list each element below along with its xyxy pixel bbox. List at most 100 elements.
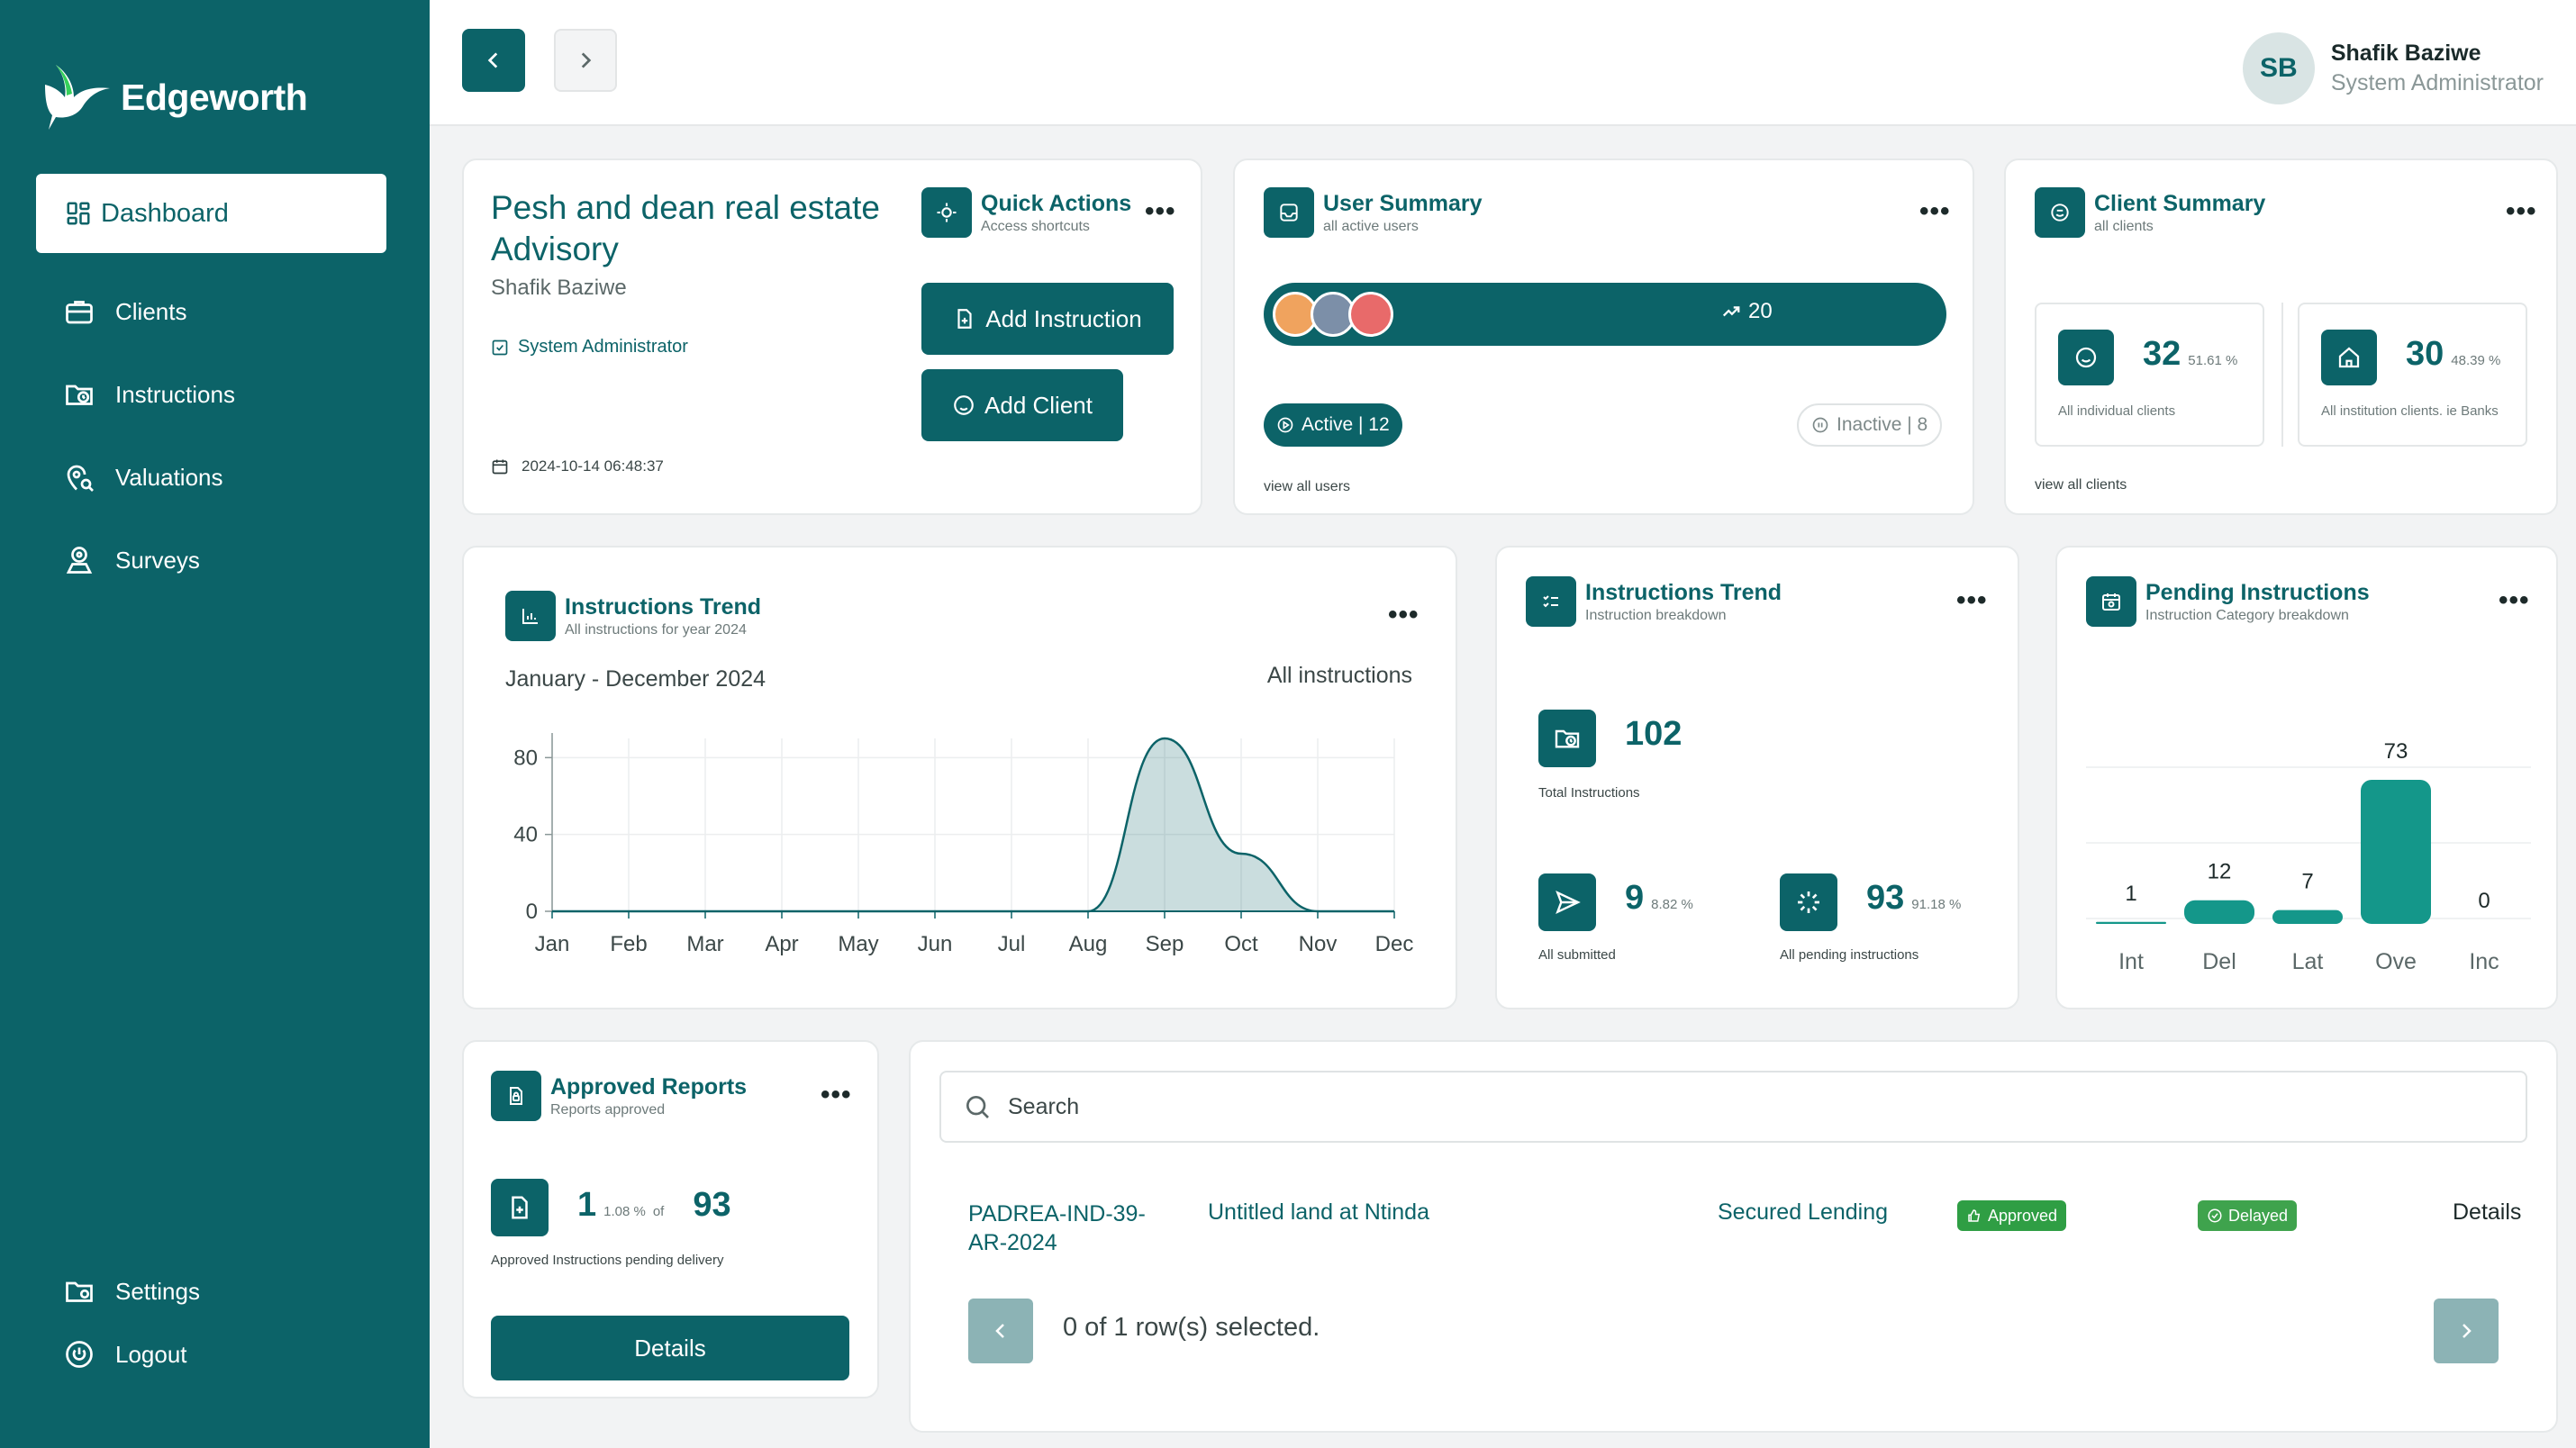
- approved-reports-title: Approved Reports: [550, 1073, 748, 1100]
- client-summary-more-icon[interactable]: •••: [2506, 196, 2537, 226]
- sidebar-item-settings[interactable]: Settings: [63, 1275, 200, 1308]
- x-tick-label: Feb: [610, 932, 647, 956]
- app-name: Edgeworth: [121, 76, 308, 118]
- bar: [2184, 900, 2254, 924]
- dashboard-icon: [67, 202, 90, 225]
- search-field[interactable]: Search: [939, 1071, 2527, 1143]
- category-label: Inc: [2469, 949, 2499, 974]
- user-summary-more-icon[interactable]: •••: [1919, 196, 1951, 226]
- file-plus-icon: [957, 309, 972, 329]
- institution-pct: 48.39 %: [2451, 353, 2501, 368]
- pending-label: All pending instructions: [1780, 947, 1919, 963]
- sidebar-item-logout[interactable]: Logout: [63, 1338, 187, 1371]
- status-label: Approved: [1988, 1206, 2058, 1225]
- back-button[interactable]: [462, 29, 525, 92]
- top-bar: SB Shafik Baziwe System Administrator: [430, 0, 2576, 126]
- add-instruction-button[interactable]: Add Instruction: [921, 283, 1174, 355]
- total-instructions-value: 102: [1625, 715, 1683, 753]
- x-tick-label: Nov: [1299, 932, 1338, 956]
- status-badge: Approved: [1957, 1200, 2067, 1231]
- individual-label: All individual clients: [2058, 403, 2176, 419]
- company-name: Pesh and dean real estate Advisory: [491, 189, 880, 267]
- sidebar: Edgeworth Dashboard Clients Instructions…: [0, 0, 430, 1448]
- row-details-link[interactable]: Details: [2453, 1199, 2522, 1225]
- sidebar-item-dashboard[interactable]: Dashboard: [36, 174, 386, 253]
- folder-settings-icon: [66, 1281, 93, 1302]
- instructions-trend-more-icon[interactable]: •••: [1388, 600, 1420, 629]
- x-tick-label: Apr: [765, 932, 798, 956]
- row-name: Untitled land at Ntinda: [1208, 1199, 1429, 1225]
- inactive-users-pill[interactable]: Inactive | 8: [1797, 403, 1943, 447]
- chevron-right-icon: [581, 52, 592, 68]
- x-tick-label: Mar: [686, 932, 723, 956]
- category-label: Ove: [2375, 949, 2417, 974]
- instructions-breakdown-more-icon[interactable]: •••: [1956, 585, 1988, 615]
- submitted-label: All submitted: [1538, 947, 1616, 963]
- pending-instructions-header: Pending Instructions Instruction Categor…: [2086, 576, 2370, 627]
- approved-stat: 1 1.08 % of 93: [577, 1186, 731, 1225]
- next-page-button[interactable]: [2434, 1299, 2499, 1363]
- view-all-users-link[interactable]: view all users: [1264, 479, 1351, 494]
- timestamp-row: 2024-10-14 06:48:37: [491, 457, 664, 475]
- user-plus-icon: [954, 395, 974, 415]
- institution-label: All institution clients. ie Banks: [2321, 403, 2499, 419]
- pending-instructions-more-icon[interactable]: •••: [2499, 585, 2530, 615]
- instructions-trend-chart: 0 40 80 Jan Feb Mar Apr May Jun Jul Aug Sep Oct Nov De…: [513, 733, 1414, 956]
- sidebar-item-surveys[interactable]: Surveys: [63, 544, 200, 576]
- folder-clock-icon: [66, 385, 93, 405]
- add-instruction-label: Add Instruction: [985, 304, 1142, 332]
- avatar: [1348, 292, 1393, 337]
- home-icon: [2321, 330, 2377, 385]
- chart-filter[interactable]: All instructions: [1266, 663, 1412, 688]
- instructions-table-card: [909, 1040, 2558, 1433]
- active-users-pill[interactable]: Active | 12: [1264, 403, 1402, 447]
- sidebar-item-label: Instructions: [115, 380, 235, 408]
- timing-badge: Delayed: [2198, 1200, 2298, 1231]
- institution-value: 30: [2406, 335, 2444, 373]
- quick-actions-header: Quick Actions Access shortcuts: [921, 187, 1131, 238]
- search-input[interactable]: Search: [1008, 1093, 1080, 1119]
- sidebar-item-label: Settings: [115, 1277, 200, 1305]
- sidebar-item-instructions[interactable]: Instructions: [63, 378, 235, 411]
- list-check-icon: [1526, 576, 1576, 627]
- pending-instructions-subtitle: Instruction Category breakdown: [2145, 607, 2349, 623]
- view-all-clients-link[interactable]: view all clients: [2035, 477, 2127, 493]
- add-client-button[interactable]: Add Client: [921, 369, 1123, 441]
- quick-actions-more-icon[interactable]: •••: [1145, 196, 1176, 226]
- bar-value-label: 73: [2384, 739, 2408, 764]
- play-circle-icon: [1277, 417, 1293, 433]
- avatar: SB: [2242, 32, 2315, 104]
- sidebar-item-valuations[interactable]: Valuations: [63, 461, 223, 493]
- sidebar-item-label: Logout: [115, 1340, 187, 1368]
- category-label: Lat: [2292, 949, 2324, 974]
- x-tick-label: Dec: [1375, 932, 1414, 956]
- active-users-label: Active | 12: [1302, 414, 1390, 435]
- client-summary-header: Client Summary all clients: [2035, 187, 2265, 238]
- prev-page-button[interactable]: [968, 1299, 1033, 1363]
- instructions-breakdown-header: Instructions Trend Instruction breakdown: [1526, 576, 1782, 627]
- pause-circle-icon: [1812, 417, 1828, 433]
- app-logo[interactable]: Edgeworth: [40, 59, 308, 135]
- approved-details-button[interactable]: Details: [491, 1316, 849, 1380]
- add-client-label: Add Client: [984, 391, 1093, 419]
- user-summary-header: User Summary all active users: [1264, 187, 1482, 238]
- approved-reports-more-icon[interactable]: •••: [821, 1080, 852, 1109]
- forward-button[interactable]: [554, 29, 617, 92]
- inbox-icon: [1264, 187, 1314, 238]
- bar-value-label: 12: [2208, 860, 2232, 884]
- y-tick-label: 40: [513, 823, 538, 847]
- pending-value: 93: [1866, 879, 1905, 917]
- instructions-trend-header: Instructions Trend All instructions for …: [505, 591, 761, 641]
- row-id[interactable]: PADREA-IND-39-AR-2024: [968, 1201, 1146, 1255]
- instructions-trend-card: Instructions Trend All instructions for …: [462, 546, 1457, 1009]
- user-menu[interactable]: SB Shafik Baziwe System Administrator: [2242, 32, 2544, 104]
- company-user-role: System Administrator: [518, 337, 688, 357]
- sidebar-item-clients[interactable]: Clients: [63, 295, 186, 328]
- individual-value: 32: [2143, 335, 2181, 373]
- quick-actions-subtitle: Access shortcuts: [981, 218, 1090, 234]
- instructions-breakdown-card: Instructions Trend Instruction breakdown…: [1495, 546, 2019, 1009]
- location-search-icon: [67, 465, 94, 492]
- institution-stat: 30 48.39 %: [2406, 335, 2500, 374]
- thumbs-up-icon: [1968, 1209, 1981, 1222]
- file-plus-icon: [491, 1179, 549, 1236]
